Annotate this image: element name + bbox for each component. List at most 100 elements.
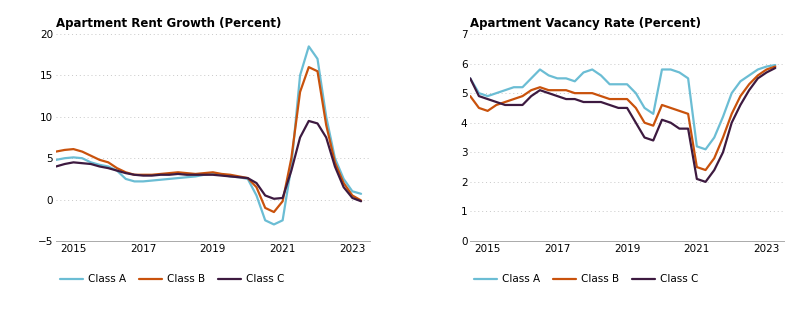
Class B [553, 88, 562, 92]
Class A [483, 94, 493, 98]
Class C [570, 97, 580, 101]
Class C [295, 136, 305, 139]
Class B [509, 97, 518, 101]
Class C [710, 168, 719, 172]
Class C [130, 173, 139, 177]
Class A [553, 77, 562, 80]
Class C [466, 77, 475, 80]
Legend: Class A, Class B, Class C: Class A, Class B, Class C [470, 270, 702, 288]
Class B [174, 171, 183, 174]
Class B [605, 97, 614, 101]
Class B [60, 148, 70, 152]
Class B [226, 173, 235, 177]
Line: Class A: Class A [56, 46, 361, 224]
Class A [347, 189, 357, 193]
Class B [718, 136, 728, 139]
Text: Apartment Vacancy Rate (Percent): Apartment Vacancy Rate (Percent) [470, 17, 702, 30]
Class A [182, 176, 191, 179]
Class B [322, 123, 331, 127]
Class C [234, 176, 244, 179]
Class C [578, 100, 588, 104]
Class C [727, 121, 737, 125]
Class A [295, 74, 305, 77]
Class A [727, 91, 737, 95]
Class B [252, 185, 262, 189]
Class A [744, 74, 754, 77]
Class A [286, 165, 296, 168]
Class B [356, 199, 366, 202]
Class C [69, 160, 78, 164]
Class B [243, 176, 253, 180]
Class B [121, 171, 130, 174]
Class A [252, 194, 262, 197]
Class C [562, 97, 571, 101]
Class C [631, 121, 641, 125]
Class C [190, 173, 200, 177]
Class C [692, 177, 702, 181]
Class B [674, 109, 684, 113]
Class A [544, 74, 554, 77]
Class C [491, 100, 501, 104]
Class C [674, 127, 684, 130]
Class B [535, 85, 545, 89]
Class C [278, 196, 287, 200]
Class B [330, 160, 340, 164]
Class A [165, 177, 174, 181]
Class B [491, 103, 501, 107]
Class B [727, 112, 737, 116]
Class B [190, 172, 200, 176]
Class A [190, 175, 200, 178]
Class B [182, 171, 191, 175]
Class A [518, 85, 527, 89]
Class A [304, 44, 314, 48]
Class A [130, 180, 139, 183]
Text: Apartment Rent Growth (Percent): Apartment Rent Growth (Percent) [56, 17, 282, 30]
Class B [710, 156, 719, 160]
Class B [483, 109, 493, 113]
Class B [683, 112, 693, 116]
Class A [666, 68, 675, 71]
Class B [474, 106, 484, 110]
Line: Class A: Class A [470, 65, 775, 149]
Class A [718, 115, 728, 119]
Class A [234, 176, 244, 179]
Class C [182, 173, 191, 177]
Class A [605, 83, 614, 86]
Class B [347, 194, 357, 197]
Class C [770, 66, 780, 70]
Class B [587, 91, 597, 95]
Class B [770, 65, 780, 68]
Class A [500, 88, 510, 92]
Class A [491, 91, 501, 95]
Class B [570, 91, 580, 95]
Class A [474, 91, 484, 95]
Class B [86, 154, 96, 158]
Class B [631, 106, 641, 110]
Class B [692, 165, 702, 169]
Class B [562, 88, 571, 92]
Class C [657, 118, 666, 122]
Class A [587, 68, 597, 71]
Class B [165, 171, 174, 175]
Class A [535, 68, 545, 71]
Class B [466, 94, 475, 98]
Class A [526, 77, 536, 80]
Class A [156, 178, 166, 182]
Class B [130, 173, 139, 177]
Legend: Class A, Class B, Class C: Class A, Class B, Class C [56, 270, 288, 288]
Class A [753, 68, 762, 71]
Class B [339, 181, 349, 185]
Class C [86, 162, 96, 166]
Class B [94, 158, 104, 162]
Class A [736, 79, 746, 83]
Line: Class B: Class B [470, 66, 775, 170]
Class B [112, 166, 122, 170]
Class C [269, 197, 278, 201]
Class C [322, 136, 331, 139]
Class C [518, 103, 527, 107]
Class C [526, 94, 536, 98]
Class B [622, 97, 632, 101]
Class B [526, 88, 536, 92]
Class A [762, 65, 771, 68]
Class A [112, 169, 122, 172]
